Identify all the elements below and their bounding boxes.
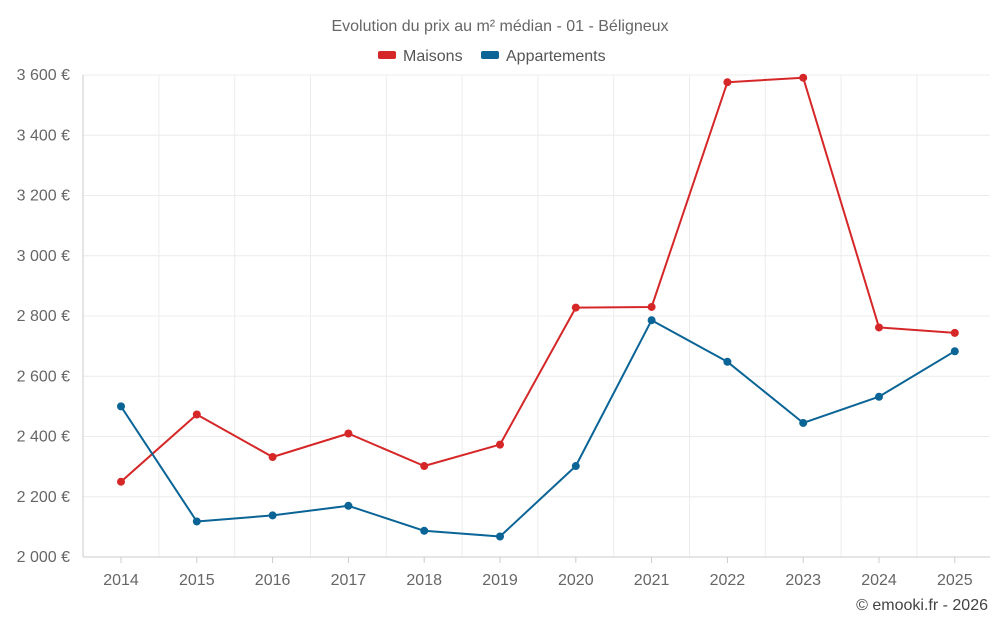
legend-item-appartements[interactable]: Appartements xyxy=(481,48,606,65)
y-tick-label: 2 000 € xyxy=(17,549,70,566)
legend-item-maisons[interactable]: Maisons xyxy=(378,48,463,65)
data-point-appartements[interactable] xyxy=(799,418,808,427)
data-point-maisons[interactable] xyxy=(723,78,732,87)
horizontal-gridlines xyxy=(83,74,990,558)
x-tick-label: 2023 xyxy=(785,572,821,589)
data-point-maisons[interactable] xyxy=(117,477,125,486)
data-point-maisons[interactable] xyxy=(571,303,580,312)
y-tick-label: 3 400 € xyxy=(17,127,70,144)
data-point-appartements[interactable] xyxy=(117,402,125,411)
data-point-maisons[interactable] xyxy=(192,410,201,419)
legend: Maisons Appartements xyxy=(378,48,606,65)
y-tick-label: 2 800 € xyxy=(17,308,70,325)
data-point-appartements[interactable] xyxy=(268,511,277,520)
data-point-maisons[interactable] xyxy=(875,323,883,332)
y-tick-label: 2 200 € xyxy=(17,489,70,506)
y-tick-label: 2 600 € xyxy=(17,368,70,385)
x-axis: 2014 2015 2016 2017 2018 2019 2020 2021 2022 2023… xyxy=(83,556,990,589)
y-tick-label: 3 600 € xyxy=(17,67,70,84)
data-point-maisons[interactable] xyxy=(950,328,959,337)
series-line-appartements xyxy=(120,319,956,538)
data-point-maisons[interactable] xyxy=(344,429,353,438)
chart-title: Evolution du prix au m² médian - 01 - Bé… xyxy=(331,18,668,35)
data-point-appartements[interactable] xyxy=(875,392,883,401)
y-axis: 2 000 € 2 200 € 2 400 € 2 600 € 2 800 € 3 000… xyxy=(17,67,84,566)
series-appartements xyxy=(117,316,959,541)
series-line-maisons xyxy=(120,76,955,483)
legend-swatch-appartements xyxy=(481,51,499,59)
y-tick-label: 3 000 € xyxy=(17,248,70,265)
data-point-appartements[interactable] xyxy=(496,532,504,541)
legend-label-appartements: Appartements xyxy=(506,48,606,65)
data-point-maisons[interactable] xyxy=(420,462,429,471)
x-tick-label: 2018 xyxy=(406,572,442,589)
data-point-appartements[interactable] xyxy=(192,517,201,526)
credit-text: © emooki.fr - 2026 xyxy=(856,597,988,614)
x-tick-label: 2015 xyxy=(179,572,215,589)
data-point-maisons[interactable] xyxy=(799,73,808,82)
x-tick-label: 2017 xyxy=(331,572,367,589)
x-tick-label: 2025 xyxy=(937,572,973,589)
x-tick-label: 2016 xyxy=(255,572,291,589)
x-tick-label: 2020 xyxy=(558,572,594,589)
legend-label-maisons: Maisons xyxy=(403,48,463,65)
x-tick-label: 2014 xyxy=(103,572,139,589)
x-tick-label: 2019 xyxy=(482,572,518,589)
legend-swatch-maisons xyxy=(378,51,396,59)
data-point-appartements[interactable] xyxy=(344,501,353,510)
data-point-maisons[interactable] xyxy=(647,302,656,311)
data-point-maisons[interactable] xyxy=(496,440,504,449)
x-tick-label: 2022 xyxy=(710,572,746,589)
series-maisons xyxy=(117,73,959,486)
data-point-appartements[interactable] xyxy=(571,462,580,471)
x-tick-label: 2021 xyxy=(634,572,670,589)
y-tick-label: 3 200 € xyxy=(17,188,70,205)
data-point-appartements[interactable] xyxy=(647,316,656,325)
data-point-appartements[interactable] xyxy=(950,347,959,356)
y-tick-label: 2 400 € xyxy=(17,429,70,446)
data-point-maisons[interactable] xyxy=(268,452,277,461)
series-layer xyxy=(117,73,959,541)
data-point-appartements[interactable] xyxy=(420,526,429,535)
x-tick-label: 2024 xyxy=(861,572,897,589)
data-point-appartements[interactable] xyxy=(723,357,732,366)
